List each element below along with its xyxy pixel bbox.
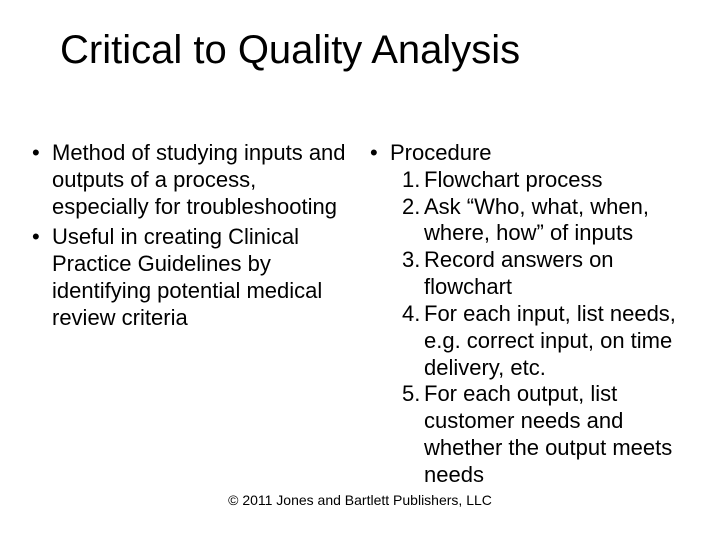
procedure-heading: Procedure — [390, 140, 492, 165]
slide-title: Critical to Quality Analysis — [60, 28, 680, 73]
list-item: Method of studying inputs and outputs of… — [30, 140, 352, 220]
list-item: For each input, list needs, e.g. correct… — [402, 301, 690, 381]
list-item: Procedure Flowchart process Ask “Who, wh… — [368, 140, 690, 489]
list-item: Flowchart process — [402, 167, 690, 194]
copyright-footer: © 2011 Jones and Bartlett Publishers, LL… — [0, 492, 720, 508]
list-item: For each output, list customer needs and… — [402, 381, 690, 488]
left-column: Method of studying inputs and outputs of… — [30, 140, 360, 493]
procedure-steps: Flowchart process Ask “Who, what, when, … — [390, 167, 690, 489]
list-item: Useful in creating Clinical Practice Gui… — [30, 224, 352, 331]
content-columns: Method of studying inputs and outputs of… — [30, 140, 690, 493]
list-item: Ask “Who, what, when, where, how” of inp… — [402, 194, 690, 248]
slide: Critical to Quality Analysis Method of s… — [0, 0, 720, 540]
right-column: Procedure Flowchart process Ask “Who, wh… — [360, 140, 690, 493]
list-item: Record answers on flowchart — [402, 247, 690, 301]
right-bullet-list: Procedure Flowchart process Ask “Who, wh… — [368, 140, 690, 489]
left-bullet-list: Method of studying inputs and outputs of… — [30, 140, 352, 332]
